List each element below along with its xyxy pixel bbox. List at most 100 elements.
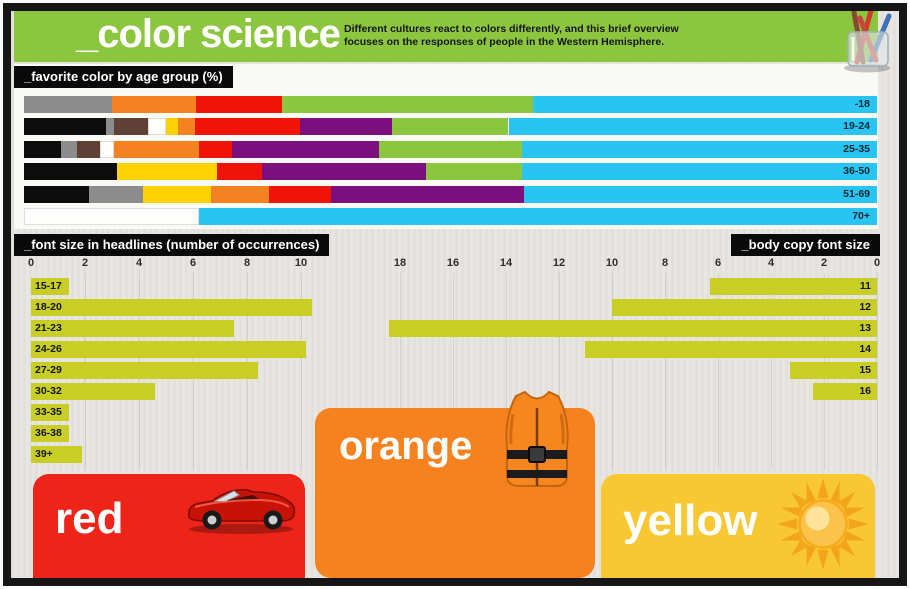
header-subtitle: Different cultures react to colors diffe…	[344, 23, 694, 49]
bar-segment-green	[378, 141, 523, 158]
sun-icon	[777, 478, 869, 570]
age-group-label: -18	[854, 98, 870, 110]
headline-size-label: 21-23	[35, 322, 62, 334]
pencil-cup-icon	[844, 4, 892, 73]
headline-size-bar-36-38	[31, 425, 69, 442]
body-copy-size-bar-12: 12	[612, 299, 877, 316]
section-label-body-copy: _body copy font size	[731, 234, 880, 256]
body-copy-size-bar-13: 13	[389, 320, 877, 337]
bar-segment-purple	[261, 163, 426, 180]
age-group-label: 36-50	[843, 165, 870, 177]
axis-tick-label: 2	[820, 257, 828, 269]
headline-size-bar-24-26	[31, 341, 306, 358]
page-title: _color science	[76, 12, 341, 56]
bar-segment-gray	[105, 118, 115, 135]
axis-tick-label: 8	[661, 257, 669, 269]
headline-size-bar-39+	[31, 446, 82, 463]
age-group-row--18: -18	[24, 96, 877, 113]
body-copy-size-bar-11: 11	[710, 278, 877, 295]
bar-segment-gray	[24, 96, 112, 113]
headline-size-label: 30-32	[35, 385, 62, 397]
body-copy-size-label: 13	[859, 322, 871, 334]
body-copy-size-label: 15	[859, 364, 871, 376]
subtitle-line-1: Different cultures react to colors diffe…	[344, 23, 679, 35]
gridline	[559, 273, 560, 470]
axis-tick-label: 6	[189, 257, 197, 269]
bar-segment-red	[268, 186, 332, 203]
age-group-row-19-24: 19-24	[24, 118, 877, 135]
headline-size-label: 27-29	[35, 364, 62, 376]
bar-segment-cyan	[522, 163, 877, 180]
axis-tick-label: 18	[393, 257, 407, 269]
axis-tick-label: 4	[767, 257, 775, 269]
car-icon	[187, 488, 296, 534]
bar-segment-gray	[88, 186, 144, 203]
body-copy-size-bar-14: 14	[585, 341, 877, 358]
bar-segment-orange	[210, 186, 269, 203]
body-copy-size-label: 16	[859, 385, 871, 397]
bar-segment-cyan	[533, 96, 877, 113]
age-group-label: 19-24	[843, 120, 870, 132]
bar-segment-orange	[177, 118, 195, 135]
age-group-label: 51-69	[843, 188, 870, 200]
bar-segment-purple	[299, 118, 393, 135]
gridline	[301, 273, 302, 470]
bar-segment-cyan	[522, 141, 877, 158]
bar-segment-cyan	[508, 118, 877, 135]
orange-card: orange	[315, 390, 595, 578]
red-card: red	[33, 474, 305, 578]
yellow-card: yellow	[601, 474, 875, 578]
gridline	[506, 273, 507, 470]
gridline	[400, 273, 401, 470]
bar-segment-green	[282, 96, 534, 113]
gridline	[877, 273, 878, 470]
bar-segment-black	[24, 186, 89, 203]
age-group-label: 70+	[852, 210, 870, 222]
gridline	[453, 273, 454, 470]
headline-size-label: 39+	[35, 448, 53, 460]
bar-segment-white	[99, 141, 114, 158]
bar-segment-cyan	[523, 186, 877, 203]
age-group-row-51-69: 51-69	[24, 186, 877, 203]
age-group-row-70+: 70+	[24, 208, 877, 225]
body-copy-size-label: 12	[859, 301, 871, 313]
axis-tick-label: 16	[446, 257, 460, 269]
bar-segment-red	[196, 96, 283, 113]
headline-size-label: 15-17	[35, 280, 62, 292]
axis-tick-label: 0	[27, 257, 35, 269]
header-banner: _color science Different cultures react …	[14, 11, 878, 62]
yellow-card-label: yellow	[623, 496, 758, 545]
axis-tick-label: 8	[243, 257, 251, 269]
bar-segment-black	[24, 163, 117, 180]
headline-size-bar-21-23	[31, 320, 234, 337]
gridline	[718, 273, 719, 470]
headline-size-label: 33-35	[35, 406, 62, 418]
body-copy-size-label: 11	[859, 280, 871, 292]
gridline	[665, 273, 666, 470]
body-copy-size-bar-16: 16	[813, 383, 877, 400]
body-copy-size-label: 14	[859, 343, 871, 355]
subtitle-line-2: focuses on the responses of people in th…	[344, 36, 665, 48]
axis-tick-label: 10	[294, 257, 308, 269]
orange-card-label: orange	[339, 424, 473, 468]
headline-size-bar-30-32	[31, 383, 155, 400]
bar-segment-black	[24, 118, 106, 135]
axis-tick-label: 10	[605, 257, 619, 269]
axis-tick-label: 12	[552, 257, 566, 269]
section-label-favorite-color: _favorite color by age group (%)	[14, 66, 233, 88]
axis-tick-label: 6	[714, 257, 722, 269]
section-label-headlines: _font size in headlines (number of occur…	[14, 234, 330, 256]
bar-segment-red	[194, 118, 300, 135]
headline-size-bar-15-17	[31, 278, 69, 295]
bar-segment-white	[24, 208, 199, 225]
bar-segment-yellow	[116, 163, 217, 180]
bar-segment-yellow	[166, 118, 178, 135]
bar-segment-orange	[113, 141, 199, 158]
bar-segment-purple	[331, 186, 524, 203]
bar-segment-brown	[114, 118, 148, 135]
bar-segment-cyan	[198, 208, 877, 225]
bar-segment-white	[147, 118, 167, 135]
headline-size-label: 36-38	[35, 427, 62, 439]
bar-segment-black	[24, 141, 61, 158]
gridline	[771, 273, 772, 470]
